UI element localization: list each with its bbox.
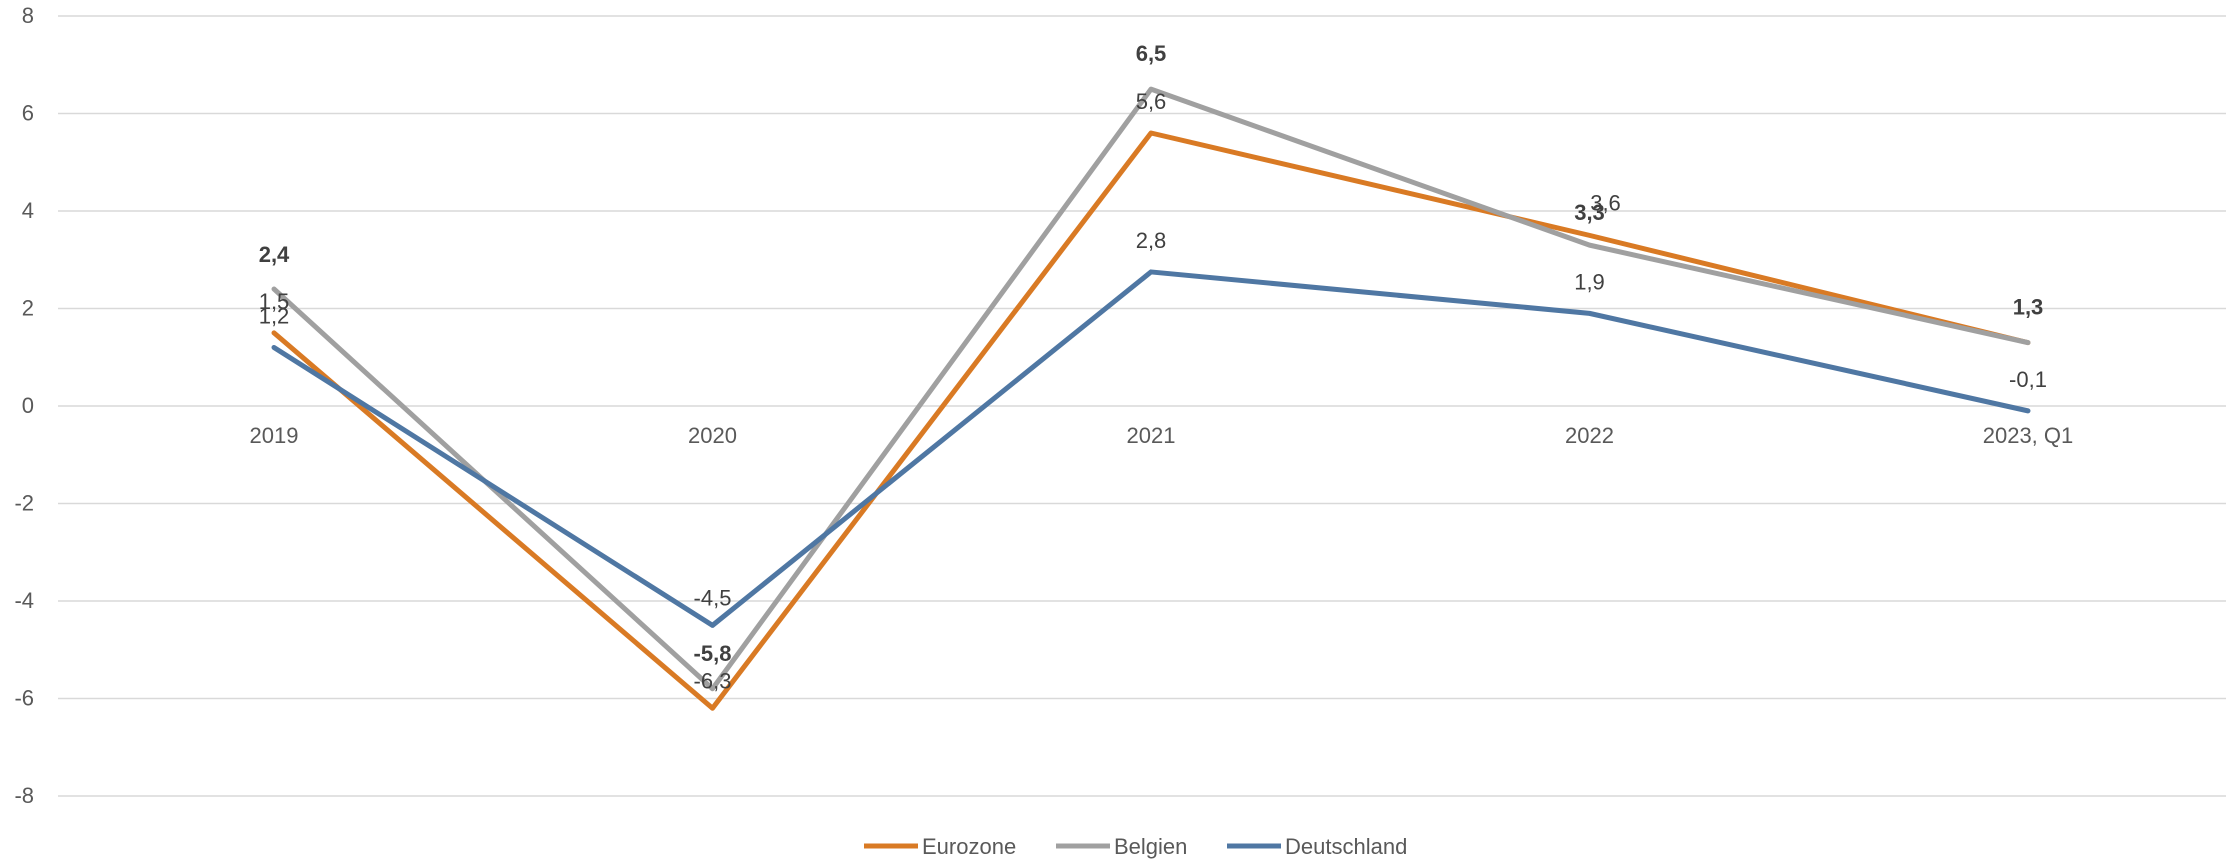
data-label-deutschland: 2,8 bbox=[1136, 228, 1167, 253]
data-label-belgien: 6,5 bbox=[1136, 41, 1167, 66]
y-tick-label: -4 bbox=[14, 588, 34, 613]
y-tick-label: 8 bbox=[22, 3, 34, 28]
legend: Eurozone Belgien Deutschland bbox=[864, 834, 1407, 859]
data-label-deutschland: 1,2 bbox=[259, 304, 290, 329]
y-tick-label: 6 bbox=[22, 101, 34, 126]
y-tick-label: -6 bbox=[14, 686, 34, 711]
x-axis: 2019 2020 2021 2022 2023, Q1 bbox=[250, 423, 2074, 448]
x-tick-label: 2020 bbox=[688, 423, 737, 448]
x-tick-label: 2019 bbox=[250, 423, 299, 448]
legend-label-belgien: Belgien bbox=[1114, 834, 1187, 859]
data-label-belgien: -5,8 bbox=[694, 641, 732, 666]
x-tick-label: 2022 bbox=[1565, 423, 1614, 448]
data-label-belgien: 3,3 bbox=[1574, 200, 1605, 225]
legend-label-deutschland: Deutschland bbox=[1285, 834, 1407, 859]
y-tick-label: -2 bbox=[14, 491, 34, 516]
data-labels: 1,5 -6,3 5,6 3,6 2,4 -5,8 6,5 3,3 1,3 1,2 -4,5 2,8 1… bbox=[259, 41, 2047, 693]
series-line-deutschland bbox=[271, 269, 2031, 628]
y-axis: 8 6 4 2 0 -2 -4 -6 -8 bbox=[14, 3, 34, 808]
data-label-belgien: 1,3 bbox=[2013, 295, 2044, 320]
data-label-belgien: 2,4 bbox=[259, 242, 290, 267]
gridlines bbox=[58, 15, 2226, 797]
data-label-deutschland: -0,1 bbox=[2009, 367, 2047, 392]
data-label-deutschland: 1,9 bbox=[1574, 269, 1605, 294]
data-label-eurozone: 3,6 bbox=[1590, 190, 1621, 215]
x-tick-label: 2023, Q1 bbox=[1983, 423, 2074, 448]
data-label-eurozone: 1,5 bbox=[259, 289, 290, 314]
y-tick-label: 0 bbox=[22, 393, 34, 418]
data-label-eurozone: 5,6 bbox=[1136, 89, 1167, 114]
series-line-eurozone bbox=[271, 130, 2031, 711]
series-line-belgien bbox=[271, 86, 2031, 692]
series-lines bbox=[271, 86, 2031, 711]
legend-label-eurozone: Eurozone bbox=[922, 834, 1016, 859]
x-tick-label: 2021 bbox=[1127, 423, 1176, 448]
y-tick-label: -8 bbox=[14, 783, 34, 808]
data-label-deutschland: -4,5 bbox=[694, 585, 732, 610]
data-label-eurozone: -6,3 bbox=[694, 668, 732, 693]
y-tick-label: 2 bbox=[22, 296, 34, 321]
y-tick-label: 4 bbox=[22, 198, 34, 223]
